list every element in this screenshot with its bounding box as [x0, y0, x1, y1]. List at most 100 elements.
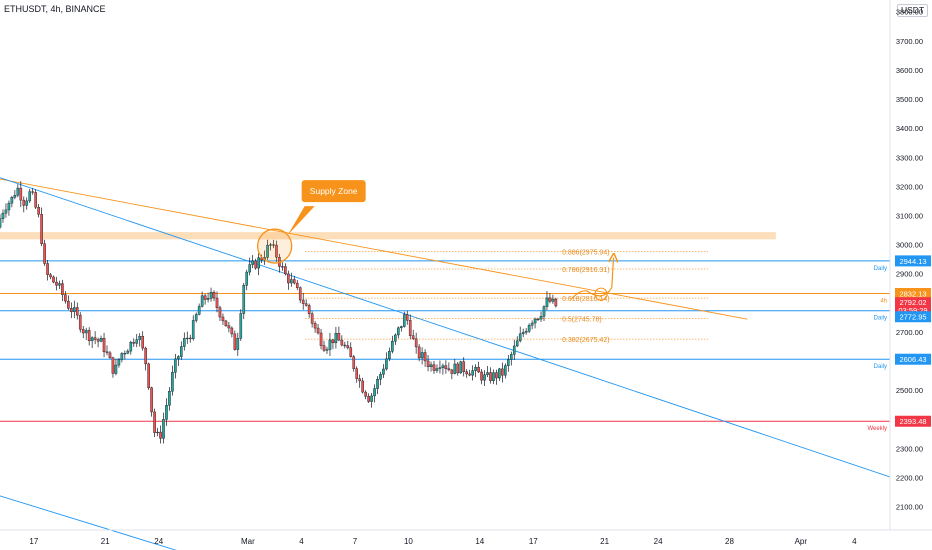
- candle[interactable]: [165, 398, 168, 426]
- candle[interactable]: [301, 292, 305, 310]
- candle[interactable]: [254, 258, 257, 270]
- projection-circle[interactable]: [594, 287, 608, 301]
- blue-descending-trendline-lower[interactable]: [0, 495, 177, 550]
- candle[interactable]: [84, 327, 88, 340]
- candle[interactable]: [28, 188, 32, 203]
- candle[interactable]: [423, 349, 427, 367]
- candle[interactable]: [447, 362, 451, 372]
- candle[interactable]: [411, 329, 415, 341]
- candle[interactable]: [417, 344, 421, 362]
- candle[interactable]: [108, 350, 112, 359]
- candle[interactable]: [441, 363, 445, 375]
- candle[interactable]: [257, 253, 260, 276]
- candle[interactable]: [209, 287, 213, 302]
- projection-path[interactable]: [570, 287, 613, 301]
- candle[interactable]: [322, 340, 326, 352]
- candle[interactable]: [292, 275, 296, 285]
- candle[interactable]: [444, 360, 448, 374]
- candle[interactable]: [284, 263, 287, 276]
- candle[interactable]: [224, 319, 228, 328]
- candle[interactable]: [346, 340, 350, 350]
- candle[interactable]: [221, 313, 225, 326]
- candle[interactable]: [150, 386, 153, 417]
- candle[interactable]: [536, 317, 540, 321]
- candle[interactable]: [414, 332, 418, 354]
- candle[interactable]: [120, 352, 124, 363]
- candle[interactable]: [230, 326, 234, 338]
- candle[interactable]: [343, 341, 347, 349]
- candle[interactable]: [272, 239, 275, 249]
- price-badge[interactable]: [895, 255, 931, 267]
- candle[interactable]: [420, 347, 424, 365]
- candle[interactable]: [10, 195, 14, 208]
- candle[interactable]: [432, 360, 436, 374]
- candle[interactable]: [126, 349, 130, 355]
- candle[interactable]: [123, 350, 127, 360]
- candle[interactable]: [43, 239, 46, 266]
- projection-arrow[interactable]: [612, 258, 614, 288]
- candle[interactable]: [471, 365, 474, 381]
- candle[interactable]: [141, 331, 144, 351]
- candle[interactable]: [382, 364, 385, 378]
- candle[interactable]: [400, 325, 403, 332]
- candle[interactable]: [501, 362, 504, 383]
- supply-zone-band[interactable]: [0, 232, 776, 240]
- candle[interactable]: [379, 371, 382, 386]
- candle[interactable]: [7, 200, 11, 216]
- candle[interactable]: [453, 358, 457, 375]
- candle[interactable]: [310, 311, 314, 328]
- candle[interactable]: [191, 315, 195, 341]
- candle[interactable]: [93, 331, 97, 345]
- candle[interactable]: [174, 353, 177, 379]
- candle[interactable]: [242, 282, 246, 320]
- candle[interactable]: [328, 332, 332, 357]
- candle[interactable]: [245, 269, 249, 291]
- candle[interactable]: [518, 326, 522, 343]
- candle[interactable]: [218, 305, 222, 321]
- candle[interactable]: [132, 338, 136, 347]
- candle[interactable]: [212, 290, 216, 302]
- candle[interactable]: [180, 341, 183, 360]
- candle[interactable]: [61, 279, 64, 301]
- candle[interactable]: [426, 354, 430, 372]
- candle[interactable]: [64, 291, 67, 304]
- candle[interactable]: [325, 346, 329, 355]
- candle[interactable]: [349, 342, 353, 358]
- candle[interactable]: [465, 369, 469, 378]
- candle[interactable]: [215, 291, 219, 313]
- candle[interactable]: [153, 408, 156, 437]
- candle[interactable]: [298, 286, 302, 304]
- candle[interactable]: [539, 311, 543, 323]
- candle[interactable]: [168, 387, 171, 411]
- currency-badge[interactable]: USDT: [897, 4, 929, 17]
- candle[interactable]: [34, 189, 37, 210]
- candle[interactable]: [391, 335, 394, 354]
- candle[interactable]: [376, 376, 379, 395]
- candle[interactable]: [206, 292, 210, 303]
- candle[interactable]: [429, 361, 433, 372]
- orange-descending-trendline[interactable]: [0, 178, 748, 320]
- price-badge[interactable]: [895, 353, 931, 365]
- candle[interactable]: [266, 239, 269, 260]
- candle[interactable]: [290, 272, 293, 287]
- candle[interactable]: [337, 326, 341, 342]
- candle[interactable]: [435, 364, 439, 373]
- candle[interactable]: [304, 299, 308, 307]
- candle[interactable]: [67, 295, 70, 310]
- candle[interactable]: [269, 242, 272, 251]
- candle[interactable]: [40, 207, 43, 247]
- price-badge[interactable]: [895, 288, 931, 300]
- candle[interactable]: [144, 346, 147, 371]
- candle[interactable]: [135, 333, 139, 348]
- candle[interactable]: [147, 362, 150, 390]
- candle[interactable]: [331, 338, 335, 350]
- candle[interactable]: [96, 337, 100, 348]
- candle[interactable]: [90, 336, 94, 349]
- candle[interactable]: [87, 327, 91, 346]
- candle[interactable]: [316, 324, 320, 335]
- candle[interactable]: [462, 357, 466, 377]
- candle[interactable]: [162, 412, 165, 444]
- candle[interactable]: [313, 321, 317, 333]
- candle[interactable]: [408, 314, 412, 340]
- candle[interactable]: [46, 259, 49, 281]
